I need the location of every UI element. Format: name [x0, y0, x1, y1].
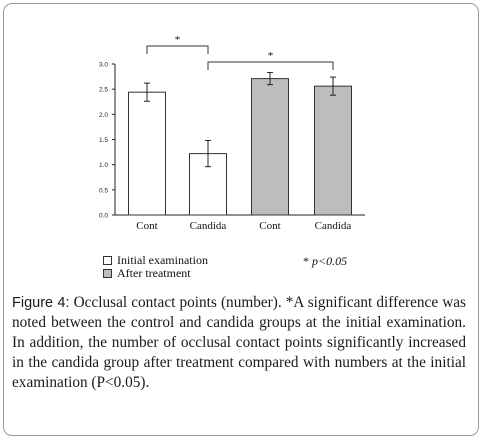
legend-label-initial: Initial examination: [117, 253, 208, 267]
bar: [314, 85, 352, 216]
legend-swatch-initial: [103, 256, 112, 265]
y-tick-label: 1.5: [99, 137, 108, 144]
legend-item-after: After treatment: [103, 266, 208, 280]
significance-star: *: [175, 34, 181, 46]
legend: Initial examination After treatment: [103, 253, 208, 280]
y-tick-label: 1.0: [99, 162, 108, 169]
significance-bracket: [146, 45, 209, 54]
legend-label-after: After treatment: [117, 266, 191, 280]
caption-text: Occlusal contact points (number). *A sig…: [12, 294, 466, 391]
y-tick-label: 2.0: [99, 112, 108, 119]
legend-swatch-after: [103, 269, 112, 278]
figure-caption: Figure 4: Occlusal contact points (numbe…: [12, 293, 466, 393]
bar-chart: 0.0 0.5 1.0 1.5 2.0 2.5 3.0 Cont Candida Cont Cand…: [99, 34, 365, 232]
x-tick-label: Cont: [259, 220, 280, 232]
significance-symbol: *: [303, 254, 309, 268]
y-tick-label: 2.5: [99, 87, 108, 94]
caption-label: Figure 4:: [12, 295, 70, 311]
y-tick-label: 0.5: [99, 187, 108, 194]
y-tick-label: 0.0: [99, 213, 108, 220]
significance-note: * p<0.05: [303, 254, 347, 269]
legend-item-initial: Initial examination: [103, 253, 208, 267]
significance-text: p<0.05: [312, 254, 348, 268]
figure-frame: [3, 3, 479, 436]
y-tick-label: 3.0: [99, 62, 108, 69]
x-tick-label: Cont: [136, 220, 157, 232]
x-tick-label: Candida: [315, 220, 352, 232]
bar: [251, 78, 289, 216]
significance-star: *: [268, 50, 274, 62]
significance-bracket: [207, 61, 334, 70]
bar: [128, 91, 166, 216]
x-tick-label: Candida: [190, 220, 227, 232]
